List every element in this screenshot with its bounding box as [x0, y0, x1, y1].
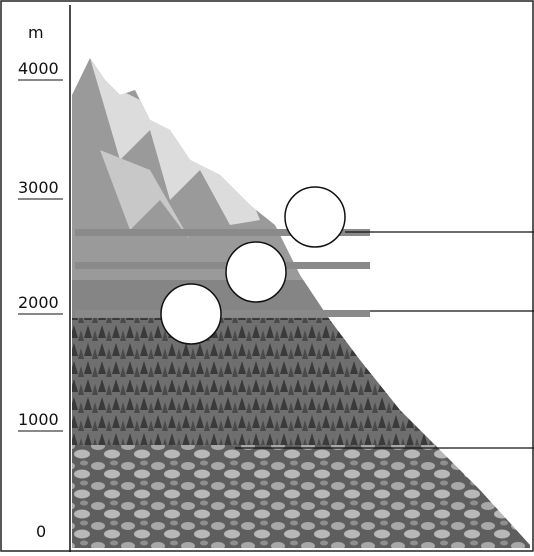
tick-label: 2000	[18, 293, 59, 312]
mountain	[72, 58, 530, 548]
blank-circles	[160, 186, 346, 345]
tick-label: 4000	[18, 59, 59, 78]
tick-label: 0	[36, 522, 46, 541]
tick-label: 1000	[18, 410, 59, 429]
zone-bars	[75, 229, 534, 449]
axis-unit: m	[28, 23, 44, 42]
tick-label: 3000	[18, 178, 59, 197]
